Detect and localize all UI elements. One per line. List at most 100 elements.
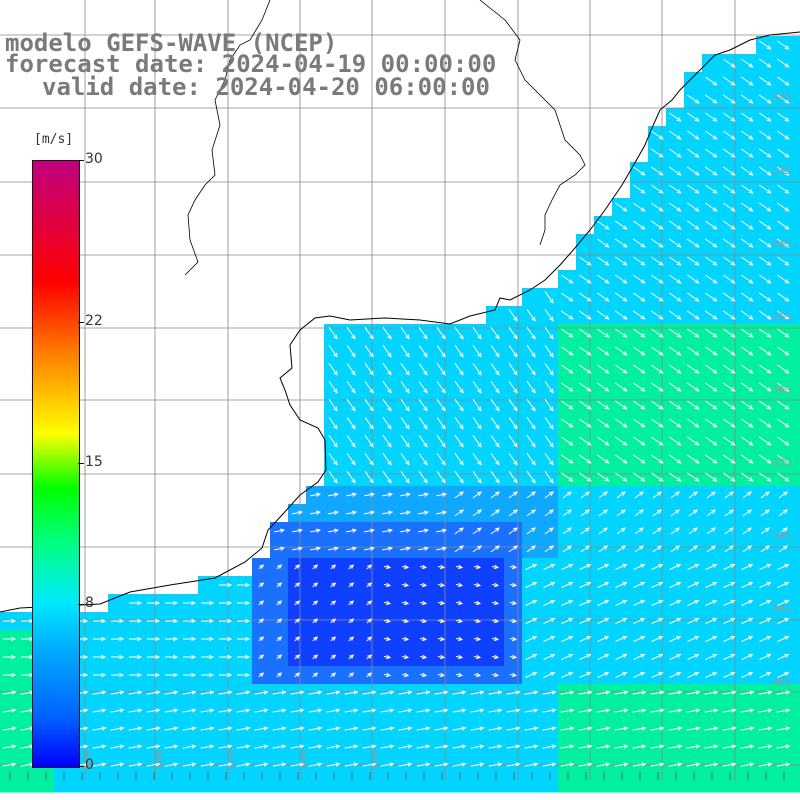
wind-arrow <box>759 58 772 68</box>
wind-arrow <box>452 744 467 749</box>
wind-arrow <box>382 546 394 551</box>
wind-arrow <box>488 744 503 749</box>
wind-arrow <box>759 130 772 140</box>
wind-arrow <box>633 599 646 606</box>
wind-arrow <box>579 346 592 356</box>
wind-arrow <box>632 744 647 749</box>
wind-arrow <box>705 617 718 624</box>
wind-arrow <box>382 345 392 358</box>
wind-arrow <box>723 310 736 320</box>
wind-arrow <box>614 690 629 695</box>
wind-arrow <box>236 744 251 749</box>
wind-arrow <box>526 453 536 466</box>
wind-arrow <box>723 635 736 642</box>
wind-arrow <box>633 400 646 410</box>
wind-arrow <box>687 382 700 392</box>
wind-arrow <box>758 690 773 695</box>
wind-arrow <box>704 726 719 731</box>
wind-arrow <box>598 509 609 517</box>
wind-arrow <box>183 654 197 660</box>
wind-arrow <box>579 400 592 410</box>
wind-arrow <box>111 672 125 678</box>
wind-arrow <box>705 202 718 212</box>
wind-arrow <box>455 654 464 660</box>
wind-arrow <box>598 527 609 535</box>
wind-arrow <box>419 672 428 678</box>
wind-arrow <box>328 399 338 412</box>
wind-arrow <box>418 363 428 376</box>
sea-cell <box>522 774 541 793</box>
sea-cell <box>198 774 217 793</box>
sea-cell <box>108 774 127 793</box>
colorbar-tick-mark <box>78 321 84 323</box>
wind-arrow <box>526 491 537 499</box>
wind-arrow <box>543 581 556 588</box>
sea-cell <box>792 72 800 91</box>
wind-arrow <box>328 327 338 340</box>
wind-arrow <box>237 582 251 588</box>
wind-arrow <box>400 546 412 551</box>
wind-arrow <box>470 762 485 767</box>
wind-arrow <box>436 492 448 497</box>
wind-arrow <box>526 399 536 412</box>
wind-arrow <box>183 600 197 606</box>
wind-arrow <box>436 510 448 515</box>
wind-arrow <box>615 364 628 374</box>
wind-arrow <box>723 382 736 392</box>
wind-arrow <box>419 564 428 570</box>
wind-arrow <box>164 690 179 695</box>
wind-arrow <box>544 509 555 517</box>
wind-arrow <box>705 238 718 248</box>
wind-arrow <box>508 327 518 340</box>
wind-arrow <box>346 435 356 448</box>
wind-arrow <box>328 471 338 484</box>
wind-arrow <box>596 690 611 695</box>
wind-arrow <box>777 148 790 158</box>
wind-arrow <box>473 618 482 624</box>
wind-arrow <box>705 112 718 122</box>
wind-arrow <box>110 762 125 767</box>
wind-arrow <box>418 453 428 466</box>
wind-arrow <box>454 363 464 376</box>
wind-arrow <box>418 399 428 412</box>
wind-arrow <box>470 744 485 749</box>
wind-arrow <box>488 726 503 731</box>
wind-arrow <box>254 762 269 767</box>
wind-arrow <box>705 256 718 266</box>
wind-arrow <box>508 527 519 535</box>
wind-arrow <box>777 220 790 230</box>
wind-arrow <box>237 600 251 606</box>
wind-arrow <box>491 564 500 570</box>
wind-arrow <box>236 708 251 713</box>
wind-arrow <box>651 148 664 158</box>
wind-arrow <box>128 690 143 695</box>
wind-arrow <box>491 600 500 606</box>
wind-arrow <box>741 130 754 140</box>
wind-arrow <box>651 653 664 660</box>
wind-arrow <box>759 94 772 104</box>
wind-arrow <box>705 166 718 176</box>
wind-arrow <box>509 672 518 678</box>
wind-arrow <box>346 528 358 533</box>
lon-label: 56W <box>299 750 309 770</box>
wind-arrow <box>722 726 737 731</box>
wind-arrow <box>2 708 17 713</box>
wind-arrow <box>633 328 646 338</box>
wind-arrow <box>723 76 736 86</box>
wind-arrow <box>777 184 790 194</box>
lat-label: 38S <box>772 531 791 542</box>
wind-arrow <box>741 581 754 588</box>
wind-arrow <box>561 563 574 570</box>
wind-arrow <box>651 671 664 678</box>
wind-arrow <box>312 564 319 570</box>
wind-arrow <box>723 202 736 212</box>
wind-arrow <box>542 762 557 767</box>
wind-arrow <box>543 671 556 678</box>
wind-arrow <box>398 690 413 695</box>
wind-arrow <box>346 471 356 484</box>
wind-arrow <box>290 708 305 713</box>
wind-arrow <box>128 762 143 767</box>
wind-arrow <box>687 581 700 588</box>
wind-arrow <box>470 708 485 713</box>
wind-arrow <box>400 345 410 358</box>
